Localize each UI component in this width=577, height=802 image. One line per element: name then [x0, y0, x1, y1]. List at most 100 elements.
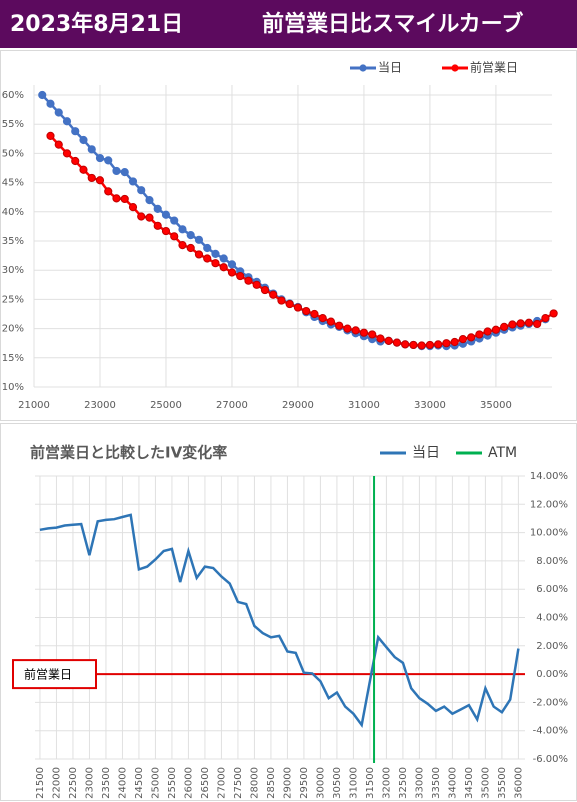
marker	[145, 196, 154, 205]
x-tick-label: 30500	[332, 767, 343, 799]
marker	[137, 212, 146, 221]
x-tick-label: 27000	[216, 767, 227, 799]
header-title: 前営業日比スマイルカーブ	[262, 11, 523, 37]
marker	[500, 322, 509, 331]
x-tick-label: 27500	[233, 767, 244, 799]
marker	[425, 340, 435, 350]
marker	[384, 336, 393, 345]
marker	[79, 165, 88, 174]
header-bar	[0, 0, 577, 48]
marker	[219, 254, 228, 263]
marker	[194, 250, 204, 259]
panel	[0, 50, 577, 421]
marker	[417, 341, 426, 350]
marker	[112, 166, 121, 176]
marker	[302, 306, 311, 316]
legend-label: 当日	[378, 61, 402, 75]
marker	[227, 260, 237, 269]
y-tick-label: 8.00%	[536, 556, 568, 567]
chart-title: 前営業日と比較したIV変化率	[30, 444, 227, 462]
y-tick-label: 30%	[2, 265, 24, 276]
marker	[442, 339, 451, 348]
x-tick-label: 25000	[150, 767, 161, 799]
marker	[533, 319, 542, 329]
x-tick-label: 22500	[68, 767, 79, 799]
series-line	[41, 94, 546, 348]
x-tick-label: 32500	[398, 767, 409, 799]
marker	[335, 321, 344, 330]
marker	[524, 318, 534, 327]
x-tick-label: 33000	[414, 400, 446, 411]
x-tick-label: 23000	[84, 767, 95, 799]
y-tick-label: 10.00%	[530, 528, 568, 539]
x-tick-label: 26500	[200, 767, 211, 799]
y-tick-label: 50%	[2, 148, 24, 159]
marker	[401, 340, 410, 349]
y-tick-label: 25%	[2, 294, 24, 305]
marker	[87, 145, 96, 154]
marker	[549, 309, 558, 318]
y-tick-label: 14.00%	[530, 471, 568, 482]
x-tick-label: 34000	[447, 767, 458, 799]
x-tick-label: 31000	[348, 767, 359, 799]
x-tick-label: 35000	[480, 400, 512, 411]
marker	[186, 243, 195, 253]
marker	[475, 330, 484, 339]
reference-label: 前営業日	[24, 667, 72, 682]
marker	[491, 325, 501, 334]
marker	[79, 135, 88, 145]
x-tick-label: 30000	[315, 767, 326, 799]
marker	[62, 117, 72, 126]
marker	[269, 290, 278, 299]
x-tick-label: 28500	[266, 767, 277, 799]
panel	[0, 423, 577, 801]
x-tick-label: 28000	[249, 767, 260, 799]
y-tick-label: -4.00%	[533, 726, 568, 737]
y-tick-label: -2.00%	[533, 697, 568, 708]
marker	[450, 337, 459, 347]
marker	[368, 330, 377, 339]
x-tick-label: 31000	[348, 400, 380, 411]
marker	[161, 210, 171, 219]
y-tick-label: 2.00%	[536, 641, 568, 652]
x-tick-label: 35500	[497, 767, 508, 799]
marker	[54, 108, 63, 117]
y-tick-label: 6.00%	[536, 584, 568, 595]
marker	[458, 335, 468, 344]
x-tick-label: 22000	[51, 767, 62, 799]
x-tick-label: 27000	[216, 400, 248, 411]
marker	[359, 328, 369, 337]
marker	[211, 249, 220, 258]
marker	[153, 204, 162, 213]
marker	[203, 254, 212, 263]
marker	[161, 226, 171, 236]
marker	[170, 232, 179, 241]
y-tick-label: 12.00%	[530, 499, 568, 510]
x-tick-label: 35000	[480, 767, 491, 799]
marker	[516, 319, 525, 328]
x-tick-label: 25500	[167, 767, 178, 799]
legend-label: ATM	[488, 445, 517, 461]
x-tick-label: 23500	[101, 767, 112, 799]
marker	[120, 194, 129, 204]
marker	[467, 333, 476, 342]
marker	[227, 268, 237, 277]
y-tick-label: -6.00%	[533, 754, 568, 765]
y-tick-label: 10%	[2, 382, 24, 393]
marker	[95, 176, 105, 185]
x-tick-label: 32000	[381, 767, 392, 799]
x-tick-label: 34500	[464, 767, 475, 799]
marker	[483, 327, 492, 336]
marker	[170, 216, 179, 225]
marker	[252, 280, 261, 289]
y-tick-label: 15%	[2, 353, 24, 364]
marker	[62, 149, 72, 158]
y-tick-label: 45%	[2, 178, 24, 189]
y-tick-label: 55%	[2, 119, 24, 130]
marker	[351, 326, 360, 335]
x-tick-label: 25000	[150, 400, 182, 411]
marker	[153, 221, 162, 230]
x-tick-label: 33000	[414, 767, 425, 799]
x-tick-label: 21000	[18, 400, 50, 411]
